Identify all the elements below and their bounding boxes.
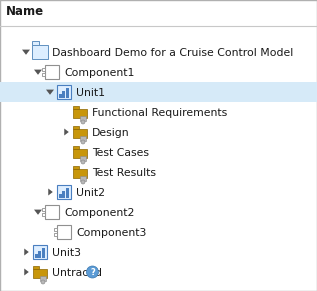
Text: Component3: Component3 bbox=[76, 228, 146, 237]
Polygon shape bbox=[22, 49, 30, 55]
Bar bbox=[59, 194, 61, 198]
Text: Unit3: Unit3 bbox=[52, 248, 81, 258]
Text: Component2: Component2 bbox=[64, 207, 134, 217]
Circle shape bbox=[87, 266, 99, 278]
Bar bbox=[54, 228, 57, 231]
Bar bbox=[73, 109, 87, 118]
Bar bbox=[62, 91, 65, 98]
Text: Functional Requirements: Functional Requirements bbox=[92, 107, 227, 118]
Polygon shape bbox=[64, 129, 69, 136]
Text: Dashboard Demo for a Cruise Control Model: Dashboard Demo for a Cruise Control Mode… bbox=[52, 47, 293, 58]
Bar bbox=[0, 82, 317, 102]
Bar bbox=[42, 68, 45, 71]
Bar bbox=[57, 225, 71, 239]
Text: Name: Name bbox=[6, 5, 44, 18]
Bar bbox=[80, 116, 86, 120]
Polygon shape bbox=[46, 90, 54, 95]
Bar bbox=[42, 73, 45, 76]
Bar bbox=[33, 269, 47, 278]
Bar bbox=[73, 129, 87, 138]
Bar bbox=[35, 254, 37, 258]
Bar bbox=[73, 166, 79, 169]
Bar bbox=[80, 175, 86, 180]
Circle shape bbox=[81, 160, 85, 164]
Text: Test Cases: Test Cases bbox=[92, 148, 149, 157]
Bar bbox=[73, 146, 79, 149]
Circle shape bbox=[41, 280, 45, 284]
Polygon shape bbox=[34, 210, 42, 215]
Bar bbox=[66, 188, 69, 198]
Bar bbox=[62, 191, 65, 198]
Bar bbox=[80, 155, 86, 161]
Circle shape bbox=[81, 120, 85, 124]
Bar bbox=[40, 276, 46, 281]
Circle shape bbox=[81, 140, 85, 144]
Bar bbox=[42, 248, 45, 258]
Bar bbox=[80, 136, 86, 141]
Bar bbox=[73, 148, 87, 157]
Bar bbox=[33, 265, 39, 269]
Bar bbox=[57, 85, 71, 99]
Bar bbox=[42, 213, 45, 216]
Bar bbox=[57, 185, 71, 199]
Bar bbox=[59, 94, 61, 98]
Bar bbox=[73, 106, 79, 109]
Bar bbox=[38, 251, 41, 258]
Bar bbox=[32, 45, 48, 59]
Bar bbox=[42, 208, 45, 211]
Text: Component1: Component1 bbox=[64, 68, 134, 77]
Polygon shape bbox=[34, 70, 42, 75]
Bar bbox=[32, 41, 39, 45]
Text: Design: Design bbox=[92, 127, 130, 138]
Bar bbox=[73, 125, 79, 129]
Bar bbox=[33, 245, 47, 259]
Text: ?: ? bbox=[90, 268, 95, 277]
Bar bbox=[45, 205, 59, 219]
Polygon shape bbox=[24, 249, 29, 255]
Polygon shape bbox=[48, 189, 53, 196]
Bar bbox=[66, 88, 69, 98]
Bar bbox=[73, 168, 87, 178]
Text: Test Results: Test Results bbox=[92, 168, 156, 178]
Text: Unit1: Unit1 bbox=[76, 88, 105, 97]
Text: Untraced: Untraced bbox=[52, 267, 102, 278]
Polygon shape bbox=[24, 269, 29, 276]
Bar bbox=[54, 233, 57, 236]
Circle shape bbox=[81, 180, 85, 184]
Text: Unit2: Unit2 bbox=[76, 187, 105, 198]
Bar bbox=[45, 65, 59, 79]
